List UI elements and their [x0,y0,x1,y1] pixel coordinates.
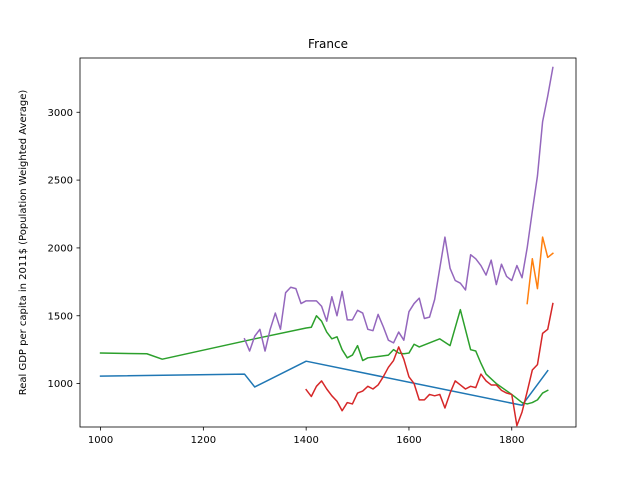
y-tick-label-2500: 2500 [48,176,73,187]
series-layer [99,66,554,427]
series-line-5 [243,66,554,352]
series-line-2 [526,236,554,305]
plot-frame [79,57,577,428]
x-tick-label-1200: 1200 [191,435,216,446]
x-tick-label-1600: 1600 [396,435,421,446]
x-tick-label-1400: 1400 [293,435,318,446]
x-tick-label-1800: 1800 [499,435,524,446]
x-tick-label-1000: 1000 [88,435,113,446]
x-axis: 1000 1200 1400 1600 1800 [88,427,524,446]
y-tick-label-3000: 3000 [48,108,73,119]
y-tick-label-1000: 1000 [48,379,73,390]
y-tick-label-1500: 1500 [48,311,73,322]
series-line-4 [305,302,554,427]
y-axis-label: Real GDP per capita in 2011$ (Population… [18,90,29,396]
y-tick-label-2000: 2000 [48,244,73,255]
series-line-3 [99,308,549,405]
y-axis: 1000 1500 2000 2500 3000 [48,108,80,390]
chart-title: France [308,37,348,51]
series-line-1 [99,360,549,407]
